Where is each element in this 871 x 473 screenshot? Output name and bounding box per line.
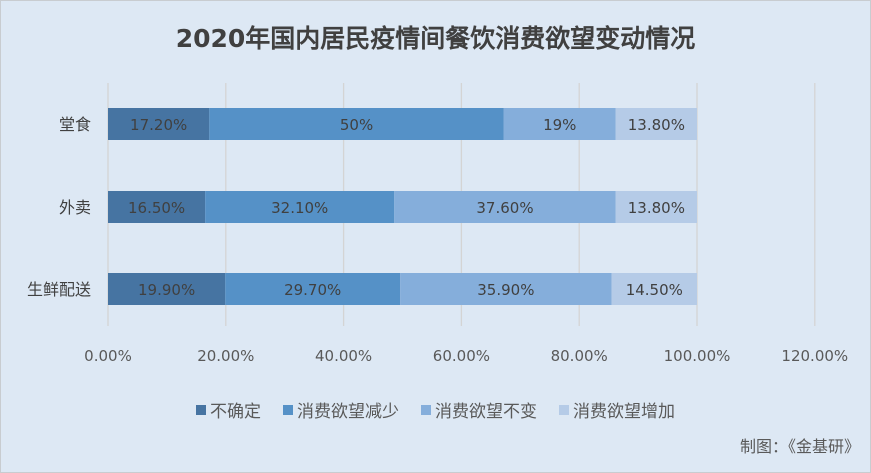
data-label: 29.70% [284, 281, 341, 299]
legend-item: 不确定 [196, 397, 261, 422]
bar-segment [400, 273, 612, 305]
bar-segment [503, 108, 616, 140]
chart-title: 2020年国内居民疫情间餐饮消费欲望变动情况 [175, 24, 696, 53]
legend-label: 消费欲望增加 [573, 402, 675, 422]
legend-label: 不确定 [210, 402, 261, 422]
x-tick-label: 80.00% [551, 347, 608, 365]
data-label: 35.90% [477, 281, 534, 299]
x-tick-label: 40.00% [315, 347, 372, 365]
legend: 不确定 消费欲望减少 消费欲望不变 消费欲望增加 [1, 397, 870, 422]
data-label: 16.50% [128, 199, 185, 217]
bar-segment [108, 108, 210, 140]
data-label: 14.50% [626, 281, 683, 299]
data-label: 13.80% [628, 199, 685, 217]
x-tick-label: 60.00% [433, 347, 490, 365]
data-label: 13.80% [628, 116, 685, 134]
bar-segment [205, 191, 395, 223]
legend-label: 消费欲望减少 [297, 402, 399, 422]
data-label: 19% [543, 116, 576, 134]
data-label: 32.10% [271, 199, 328, 217]
x-tick-label: 0.00% [84, 347, 132, 365]
data-label: 37.60% [476, 199, 533, 217]
bar-segment [611, 273, 697, 305]
legend-swatch [196, 404, 206, 415]
bar-segment [394, 191, 616, 223]
legend-item: 消费欲望不变 [421, 397, 537, 422]
legend-swatch [283, 404, 293, 415]
legend-swatch [421, 404, 431, 415]
credit: 制图：《金基研》 [739, 437, 860, 456]
x-tick-label: 120.00% [781, 347, 848, 365]
legend-label: 消费欲望不变 [435, 402, 537, 422]
x-tick-label: 100.00% [664, 347, 731, 365]
bar-segment [615, 108, 697, 140]
bar-segment [225, 273, 401, 305]
legend-item: 消费欲望减少 [283, 397, 399, 422]
y-category-label: 外卖 [59, 198, 91, 217]
data-label: 17.20% [130, 116, 187, 134]
bar-segment [615, 191, 697, 223]
y-category-label: 生鲜配送 [27, 280, 91, 299]
x-tick-label: 20.00% [197, 347, 254, 365]
data-label: 19.90% [138, 281, 195, 299]
data-label: 50% [340, 116, 373, 134]
legend-item: 消费欲望增加 [559, 397, 675, 422]
legend-swatch [559, 404, 569, 415]
bar-segment [108, 191, 206, 223]
y-category-label: 堂食 [59, 115, 91, 134]
bar-segment [209, 108, 504, 140]
bar-segment [108, 273, 226, 305]
